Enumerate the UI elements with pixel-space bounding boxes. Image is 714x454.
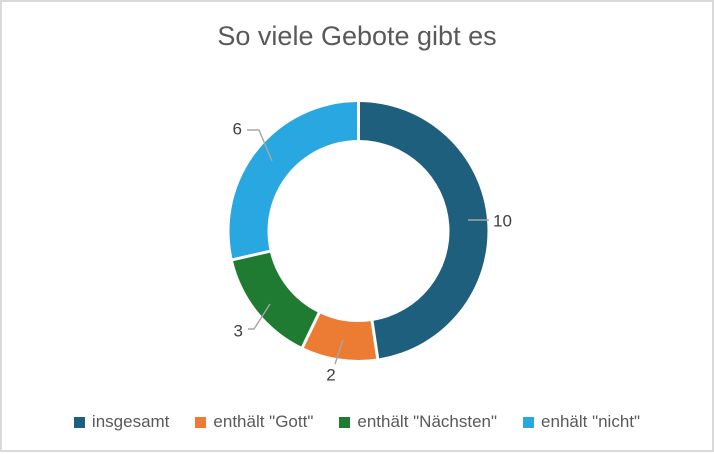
legend-swatch-insgesamt — [73, 416, 85, 428]
data-label-enthalt-gott: 2 — [326, 366, 335, 385]
slice-gaps — [230, 100, 380, 361]
legend-item-enthalt-nachsten[interactable]: enthält "Nächsten" — [339, 412, 497, 432]
legend-item-label: enthält "Nächsten" — [357, 412, 498, 431]
data-label-insgesamt: 10 — [493, 212, 512, 231]
legend-item-label: enhält "nicht" — [541, 412, 641, 431]
legend-item-insgesamt[interactable]: insgesamt — [73, 412, 170, 432]
slice-gap — [300, 310, 322, 350]
legend-item-label: enthält "Gott" — [213, 412, 314, 431]
legend-item-label: insgesamt — [91, 412, 170, 431]
slice-gap — [370, 318, 380, 361]
chart-title: So viele Gebote gibt es — [217, 21, 497, 51]
slice-enhalt-nicht[interactable] — [229, 102, 359, 260]
data-label-enhalt-nicht: 6 — [233, 120, 242, 139]
legend-swatch-enhalt-nicht — [523, 416, 535, 428]
slice-enthalt-gott[interactable] — [302, 312, 378, 360]
leader-lines — [247, 129, 489, 365]
slice-enthalt-nachsten[interactable] — [232, 251, 320, 348]
slice-insgesamt[interactable] — [358, 102, 488, 359]
legend-swatch-enthalt-gott — [195, 416, 207, 428]
legend-item-enthalt-gott[interactable]: enthält "Gott" — [195, 412, 313, 432]
leader-line-enthalt-nachsten — [248, 303, 271, 330]
donut-slices — [229, 102, 488, 360]
data-labels: 10 2 3 6 — [233, 120, 512, 385]
chart-legend: insgesamt enthält "Gott" enthält "Nächsten… — [2, 407, 712, 437]
legend-swatch-enthalt-nachsten — [339, 416, 351, 428]
legend-item-enhalt-nicht[interactable]: enhält "nicht" — [523, 412, 640, 432]
leader-line-enthalt-gott — [334, 339, 344, 365]
data-label-enthalt-nachsten: 3 — [234, 322, 243, 341]
slice-gap — [230, 249, 273, 262]
leader-line-enhalt-nicht — [247, 129, 273, 162]
